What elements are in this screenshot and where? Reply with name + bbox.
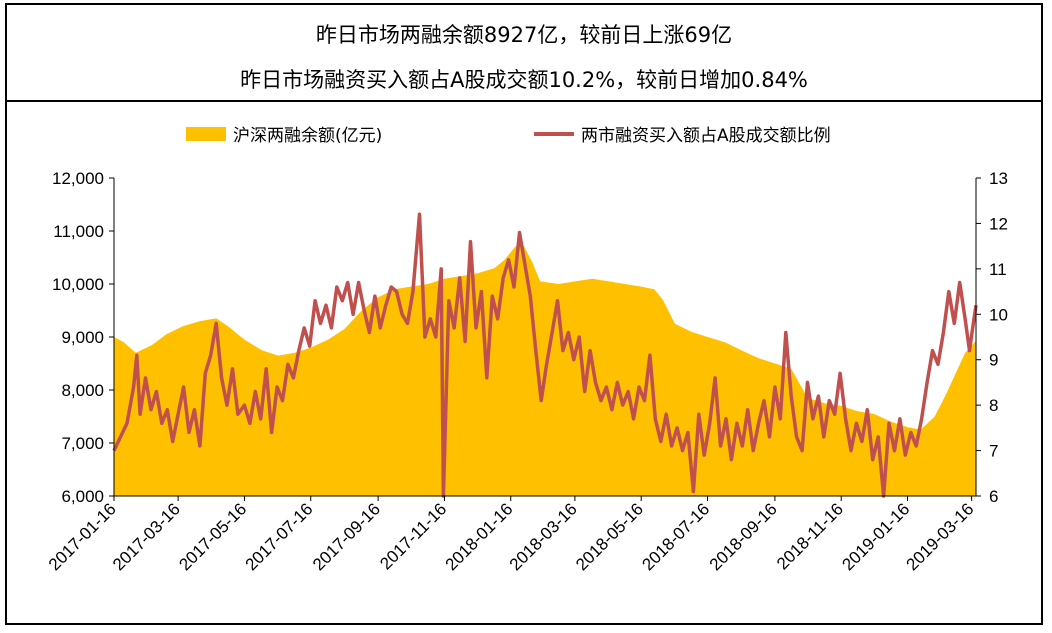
left-axis-tick-label: 8,000	[61, 381, 104, 400]
x-axis-tick-label: 2017-09-16	[309, 499, 384, 574]
legend-swatch-area	[186, 127, 226, 141]
left-axis-tick-label: 9,000	[61, 328, 104, 347]
x-axis-tick-label: 2017-01-16	[45, 499, 120, 574]
title-box: 昨日市场两融余额8927亿，较前日上涨69亿 昨日市场融资买入额占A股成交额10…	[7, 5, 1041, 102]
right-axis-tick-label: 8	[989, 396, 998, 415]
x-axis-tick-label: 2017-03-16	[109, 499, 184, 574]
left-axis-tick-label: 10,000	[52, 275, 104, 294]
left-axis-tick-label: 12,000	[52, 169, 104, 188]
x-axis-tick-label: 2018-03-16	[506, 499, 581, 574]
title-line-2: 昨日市场融资买入额占A股成交额10.2%，较前日增加0.84%	[240, 68, 808, 92]
series-line-financing-ratio	[112, 212, 978, 498]
x-axis-tick-label: 2018-11-16	[773, 499, 847, 573]
right-axis-tick-label: 10	[989, 305, 1008, 324]
x-axis-tick-label: 2017-05-16	[175, 499, 250, 574]
x-axis-tick-label: 2018-05-16	[572, 499, 647, 574]
left-axis-tick-label: 7,000	[61, 434, 104, 453]
x-axis-tick-label: 2019-01-16	[838, 499, 913, 574]
right-axis-tick-label: 11	[989, 260, 1007, 279]
x-axis-tick-label: 2019-03-16	[903, 499, 978, 574]
x-axis-tick-label: 2017-07-16	[242, 499, 317, 574]
left-axis-tick-label: 11,000	[53, 222, 104, 241]
legend-label-area: 沪深两融余额(亿元)	[233, 126, 382, 146]
x-axis-tick-label: 2018-01-16	[442, 499, 517, 574]
title-line-1: 昨日市场两融余额8927亿，较前日上涨69亿	[315, 23, 733, 47]
right-axis-tick-label: 6	[989, 487, 998, 506]
right-axis-tick-label: 9	[989, 351, 998, 370]
x-axis-tick-label: 2018-07-16	[638, 499, 713, 574]
right-axis-tick-label: 12	[989, 214, 1008, 233]
right-axis-tick-label: 7	[989, 442, 998, 461]
left-axis-tick-label: 6,000	[61, 487, 104, 506]
x-axis-tick-label: 2018-09-16	[706, 499, 781, 574]
x-axis-tick-label: 2017-11-16	[376, 499, 450, 573]
legend-label-line: 两市融资买入额占A股成交额比例	[581, 126, 831, 146]
right-axis-tick-label: 13	[989, 169, 1008, 188]
legend: 沪深两融余额(亿元) 两市融资买入额占A股成交额比例	[186, 126, 831, 146]
